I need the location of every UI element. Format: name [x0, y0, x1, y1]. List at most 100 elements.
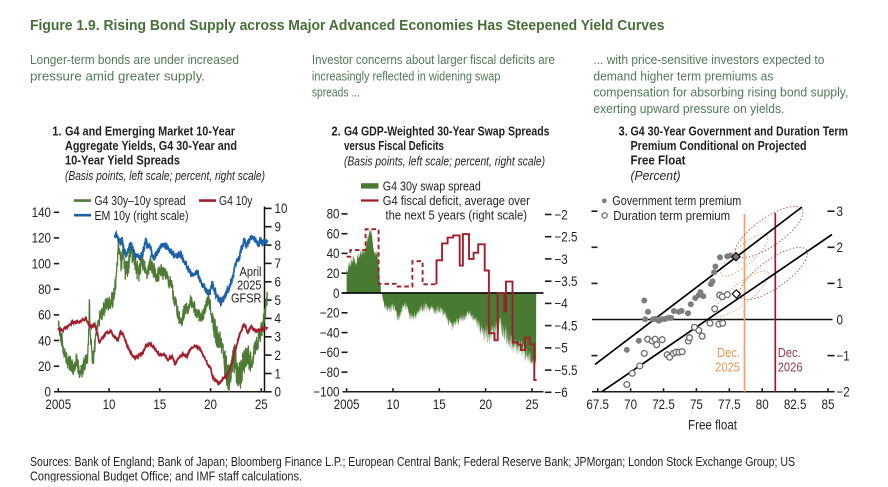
svg-text:Dec.: Dec.: [717, 345, 740, 360]
svg-text:40: 40: [38, 334, 51, 349]
svg-text:10: 10: [386, 397, 399, 412]
svg-text:Duration term premium: Duration term premium: [613, 209, 730, 223]
svg-text:G4 30-Year Government and Dura: G4 30-Year Government and Duration Term: [631, 124, 849, 139]
svg-text:120: 120: [32, 231, 51, 246]
svg-text:75: 75: [690, 397, 703, 412]
svg-text:G4 and Emerging Market 10-Year: G4 and Emerging Market 10-Year: [65, 124, 235, 139]
svg-text:3.: 3.: [619, 124, 628, 139]
svg-text:−60: −60: [320, 345, 340, 360]
svg-text:3: 3: [275, 330, 281, 345]
svg-text:−80: −80: [320, 365, 340, 380]
svg-text:April: April: [239, 264, 261, 279]
svg-text:−6: −6: [555, 385, 568, 400]
svg-text:Premium Conditional on Project: Premium Conditional on Projected: [631, 138, 807, 153]
svg-text:Dec.: Dec.: [778, 345, 801, 360]
svg-text:80: 80: [756, 397, 769, 412]
svg-text:Free float: Free float: [688, 418, 737, 433]
svg-text:140: 140: [32, 205, 51, 220]
svg-text:... with price-sensitive inves: ... with price-sensitive investors expec…: [593, 52, 824, 67]
svg-text:the next 5 years (right scale): the next 5 years (right scale): [386, 209, 528, 223]
svg-text:−2: −2: [555, 208, 568, 223]
svg-text:−5: −5: [555, 341, 568, 356]
svg-text:Government term premium: Government term premium: [612, 194, 741, 208]
svg-text:Investor concerns about larger: Investor concerns about larger fiscal de…: [312, 52, 555, 67]
svg-text:77.5: 77.5: [718, 397, 741, 412]
svg-text:demand higher term premiums as: demand higher term premiums as: [593, 68, 773, 83]
svg-text:1.: 1.: [52, 124, 61, 139]
svg-text:60: 60: [38, 308, 51, 323]
svg-text:Free Float: Free Float: [631, 153, 687, 168]
svg-text:82.5: 82.5: [784, 397, 807, 412]
svg-text:Aggregate Yields, G4 30-Year a: Aggregate Yields, G4 30-Year and: [65, 138, 237, 153]
svg-text:20: 20: [204, 397, 217, 412]
svg-text:100: 100: [32, 257, 51, 272]
svg-text:spreads ...: spreads ...: [312, 85, 360, 100]
svg-text:−40: −40: [320, 326, 340, 341]
svg-text:0: 0: [275, 385, 281, 400]
svg-text:10: 10: [275, 201, 288, 216]
svg-text:15: 15: [433, 397, 446, 412]
svg-text:−2: −2: [837, 385, 850, 400]
svg-text:9: 9: [275, 220, 281, 235]
svg-text:Figure 1.9. Rising Bond Supply: Figure 1.9. Rising Bond Supply across Ma…: [30, 18, 665, 34]
svg-text:2: 2: [837, 240, 843, 255]
svg-text:4: 4: [275, 311, 281, 326]
svg-text:3: 3: [837, 204, 843, 219]
svg-text:−3: −3: [555, 252, 568, 267]
svg-text:Sources: Bank of England; Bank: Sources: Bank of England; Bank of Japan;…: [30, 455, 795, 469]
svg-text:25: 25: [255, 397, 268, 412]
svg-text:−4: −4: [555, 296, 568, 311]
svg-text:0: 0: [837, 313, 843, 328]
svg-text:70: 70: [624, 397, 637, 412]
svg-text:15: 15: [153, 397, 166, 412]
svg-text:G4 GDP-Weighted 30-Year Swap S: G4 GDP-Weighted 30-Year Swap Spreads: [344, 124, 550, 139]
svg-text:10-Year Yield Spreads: 10-Year Yield Spreads: [65, 153, 180, 168]
svg-text:GFSR: GFSR: [231, 291, 262, 306]
svg-text:80: 80: [38, 282, 51, 297]
svg-text:40: 40: [327, 246, 340, 261]
svg-text:6: 6: [275, 275, 281, 290]
svg-text:(Basis points, left scale; per: (Basis points, left scale; percent, righ…: [344, 154, 545, 169]
svg-text:25: 25: [526, 397, 539, 412]
svg-text:72.5: 72.5: [652, 397, 675, 412]
svg-text:20: 20: [38, 359, 51, 374]
svg-text:2005: 2005: [334, 397, 360, 412]
svg-text:10: 10: [103, 397, 116, 412]
svg-text:−4.5: −4.5: [555, 319, 578, 334]
svg-text:85: 85: [822, 397, 835, 412]
svg-text:EM 10y (right scale): EM 10y (right scale): [95, 209, 189, 223]
svg-text:versus Fiscal Deficits: versus Fiscal Deficits: [344, 138, 444, 153]
svg-text:67.5: 67.5: [586, 397, 609, 412]
svg-text:1: 1: [837, 276, 843, 291]
svg-text:Longer-term bonds are under in: Longer-term bonds are under increased: [30, 52, 239, 67]
svg-text:−1: −1: [837, 349, 850, 364]
svg-text:20: 20: [327, 266, 340, 281]
svg-text:G4 10y: G4 10y: [219, 194, 253, 208]
svg-text:2: 2: [275, 348, 281, 363]
svg-text:2026: 2026: [778, 360, 803, 375]
svg-text:−2.5: −2.5: [555, 230, 578, 245]
svg-text:(Basis points, left scale; per: (Basis points, left scale; percent, righ…: [65, 168, 265, 183]
svg-text:pressure amid greater supply.: pressure amid greater supply.: [30, 68, 205, 83]
svg-text:2025: 2025: [715, 360, 740, 375]
svg-text:8: 8: [275, 238, 281, 253]
svg-text:−20: −20: [320, 306, 340, 321]
svg-text:exerting upward pressure on yi: exerting upward pressure on yields.: [593, 101, 784, 116]
svg-text:5: 5: [275, 293, 281, 308]
svg-text:G4 30y–10y spread: G4 30y–10y spread: [95, 194, 186, 208]
svg-text:compensation for absorbing ris: compensation for absorbing rising bond s…: [593, 85, 848, 100]
svg-text:−3.5: −3.5: [555, 274, 578, 289]
svg-text:−5.5: −5.5: [555, 363, 578, 378]
svg-text:60: 60: [327, 227, 340, 242]
svg-text:(Percent): (Percent): [631, 168, 681, 183]
svg-text:80: 80: [327, 207, 340, 222]
svg-text:7: 7: [275, 256, 281, 271]
svg-text:2.: 2.: [331, 124, 340, 139]
svg-text:G4 fiscal deficit, average ove: G4 fiscal deficit, average over: [383, 194, 530, 208]
svg-text:0: 0: [45, 385, 51, 400]
svg-text:20: 20: [479, 397, 492, 412]
svg-text:2005: 2005: [45, 397, 71, 412]
svg-text:Congressional Budget Office; a: Congressional Budget Office; and IMF sta…: [30, 470, 302, 483]
svg-text:1: 1: [275, 366, 281, 381]
svg-text:G4 30y swap spread: G4 30y swap spread: [383, 180, 481, 194]
